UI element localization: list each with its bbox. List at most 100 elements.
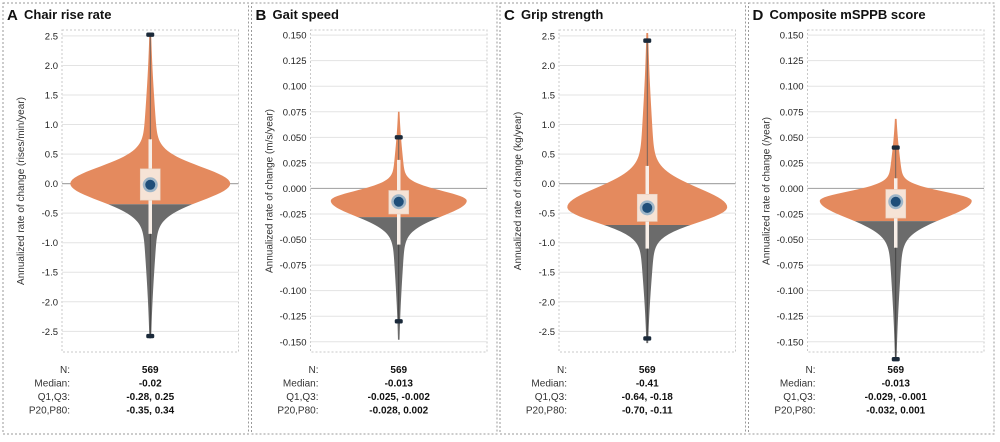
y-tick-label: -0.5	[42, 209, 58, 220]
panel-c: C Grip strength Annualized rate of change …	[499, 2, 746, 435]
stat-n-label: N:	[60, 365, 70, 376]
stat-median-value: -0.013	[882, 379, 911, 390]
y-tick-label: -0.100	[777, 286, 804, 297]
y-tick-label: -2.5	[42, 327, 58, 338]
y-tick-label: 1.0	[542, 120, 555, 131]
stat-p20-p80-value: -0.70, -0.11	[622, 406, 673, 417]
stat-median-value: -0.41	[636, 379, 659, 390]
median-marker	[393, 196, 404, 207]
stat-q1-q3-value: -0.029, -0.001	[865, 392, 928, 403]
y-tick-label: -0.050	[280, 235, 307, 246]
stat-median-value: -0.02	[139, 379, 162, 390]
stat-q1-q3-value: -0.28, 0.25	[126, 392, 174, 403]
max-marker	[643, 38, 652, 43]
y-tick-label: -0.100	[280, 286, 307, 297]
y-tick-label: 0.125	[780, 56, 804, 67]
median-marker	[890, 196, 901, 207]
y-tick-label: -0.125	[280, 312, 307, 323]
min-marker	[643, 336, 652, 341]
y-tick-label: 2.5	[542, 31, 555, 42]
y-tick-label: -1.5	[42, 268, 58, 279]
stat-median-label: Median:	[283, 379, 319, 390]
y-axis-label: Annualized rate of change (rises/min/yea…	[16, 97, 27, 285]
panel-letter: A	[7, 7, 18, 24]
y-tick-label: 1.5	[45, 90, 58, 101]
y-tick-label: -1.0	[539, 238, 555, 249]
stat-q1-q3-label: Q1,Q3:	[783, 392, 815, 403]
y-tick-label: -0.075	[777, 261, 804, 272]
plot-frame	[61, 29, 239, 353]
y-tick-label: 0.000	[283, 184, 307, 195]
max-marker	[891, 145, 900, 150]
y-tick-label: -2.0	[539, 297, 555, 308]
y-tick-label: 0.050	[283, 133, 307, 144]
y-tick-label: 0.125	[283, 56, 307, 67]
panel-title: Gait speed	[273, 7, 340, 22]
panel-d: D Composite mSPPB score Annualized rate of…	[748, 2, 995, 435]
min-marker	[394, 319, 403, 324]
max-marker	[394, 135, 403, 140]
stat-p20-p80-value: -0.028, 0.002	[369, 406, 428, 417]
y-tick-label: 2.0	[542, 61, 555, 72]
y-tick-label: 0.025	[780, 158, 804, 169]
y-tick-label: -0.5	[539, 209, 555, 220]
y-tick-label: 0.0	[542, 179, 555, 190]
stat-n-value: 569	[390, 365, 407, 376]
min-marker	[891, 356, 900, 362]
panel-letter: C	[504, 7, 515, 24]
y-tick-label: 0.025	[283, 158, 307, 169]
stat-n-value: 569	[887, 365, 904, 376]
stat-n-value: 569	[142, 365, 159, 376]
y-axis-label: Annualized rate of change (/year)	[762, 117, 773, 265]
stat-q1-q3-label: Q1,Q3:	[286, 392, 318, 403]
median-marker	[642, 202, 653, 213]
y-tick-label: -0.050	[777, 235, 804, 246]
stat-p20-p80-value: -0.35, 0.34	[126, 406, 174, 417]
stat-q1-q3-value: -0.64, -0.18	[622, 392, 674, 403]
panel-letter: D	[753, 7, 764, 24]
panel-letter: B	[256, 7, 267, 24]
stat-n-label: N:	[557, 365, 567, 376]
stat-n-value: 569	[639, 365, 656, 376]
stat-n-label: N:	[806, 365, 816, 376]
y-tick-label: 0.5	[45, 150, 58, 161]
y-tick-label: -2.0	[42, 297, 58, 308]
y-tick-label: 0.000	[780, 184, 804, 195]
stat-q1-q3-label: Q1,Q3:	[38, 392, 70, 403]
y-tick-label: -1.0	[42, 238, 58, 249]
panel-title: Composite mSPPB score	[770, 7, 926, 22]
stat-q1-q3-label: Q1,Q3:	[535, 392, 567, 403]
y-tick-label: -1.5	[539, 268, 555, 279]
stat-n-label: N:	[309, 365, 319, 376]
stat-median-value: -0.013	[385, 379, 414, 390]
y-tick-label: 0.075	[283, 107, 307, 118]
panel-title: Grip strength	[521, 7, 603, 22]
y-axis-label: Annualized rate of change (m/s/year)	[265, 109, 276, 273]
plot-frame	[558, 29, 736, 353]
max-marker	[146, 32, 155, 37]
min-marker	[146, 333, 155, 339]
panel-a: A Chair rise rate Annualized rate of chang…	[2, 2, 249, 435]
y-tick-label: -0.025	[777, 210, 804, 221]
y-tick-label: 0.5	[542, 150, 555, 161]
y-tick-label: -0.150	[280, 337, 307, 348]
y-tick-label: 0.100	[283, 82, 307, 93]
stat-q1-q3-value: -0.025, -0.002	[368, 392, 431, 403]
y-tick-label: 0.050	[780, 133, 804, 144]
stat-p20-p80-label: P20,P80:	[277, 406, 318, 417]
plot-frame	[310, 29, 488, 353]
stat-p20-p80-label: P20,P80:	[29, 406, 70, 417]
stat-p20-p80-label: P20,P80:	[774, 406, 815, 417]
y-tick-label: 0.150	[283, 31, 307, 42]
stat-median-label: Median:	[531, 379, 567, 390]
y-tick-label: 0.100	[780, 82, 804, 93]
y-tick-label: 1.0	[45, 120, 58, 131]
y-tick-label: 2.0	[45, 61, 58, 72]
y-tick-label: 2.5	[45, 31, 58, 42]
y-tick-label: 0.075	[780, 107, 804, 118]
stat-p20-p80-value: -0.032, 0.001	[866, 406, 925, 417]
y-axis-label: Annualized rate of change (kg/year)	[513, 112, 524, 270]
stat-median-label: Median:	[34, 379, 70, 390]
